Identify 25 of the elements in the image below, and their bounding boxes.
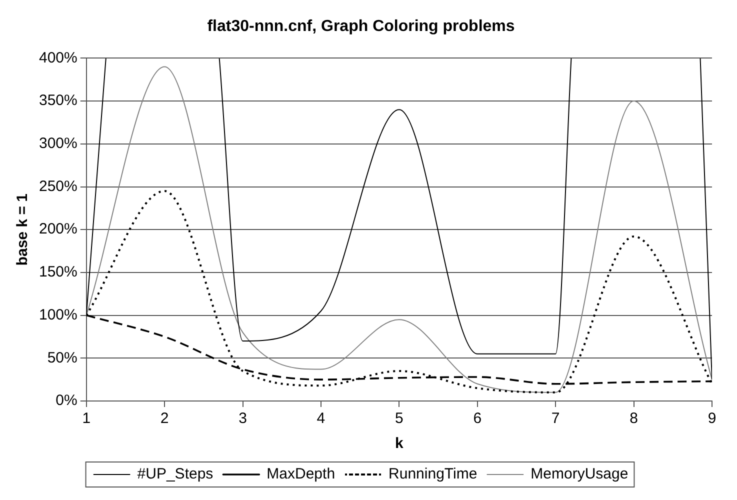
y-tick-label: 150%: [38, 264, 78, 281]
chart-title: flat30-nnn.cnf, Graph Coloring problems: [207, 18, 515, 36]
x-tick-label: 8: [630, 410, 638, 428]
y-tick-label: 200%: [38, 220, 78, 238]
legend-label: #UP_Steps: [137, 466, 214, 483]
y-tick-label: 100%: [38, 306, 78, 324]
legend-label: MaxDepth: [266, 466, 336, 483]
y-tick-label: 0%: [56, 392, 78, 410]
x-tick-label: 6: [473, 410, 482, 428]
legend-label: RunningTime: [388, 466, 478, 483]
x-tick-label: 2: [160, 410, 169, 428]
x-tick-label: 7: [551, 410, 560, 428]
x-tick-label: 1: [82, 410, 91, 428]
x-tick-label: 5: [395, 410, 404, 428]
legend-label: MemoryUsage: [530, 466, 628, 483]
x-axis-title: k: [395, 435, 404, 452]
y-tick-label: 300%: [38, 135, 78, 152]
y-axis-title: base k = 1: [14, 194, 32, 266]
y-tick-label: 250%: [38, 178, 78, 195]
x-tick-label: 4: [316, 410, 326, 428]
x-tick-label: 9: [708, 410, 716, 428]
y-tick-label: 50%: [47, 349, 78, 366]
y-tick-label: 350%: [38, 92, 78, 110]
y-tick-label: 400%: [38, 49, 78, 66]
x-tick-label: 3: [238, 410, 247, 428]
